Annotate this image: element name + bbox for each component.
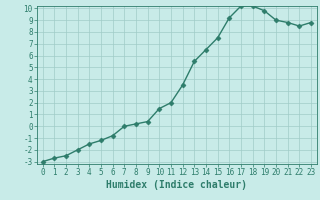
X-axis label: Humidex (Indice chaleur): Humidex (Indice chaleur) [106, 180, 247, 190]
